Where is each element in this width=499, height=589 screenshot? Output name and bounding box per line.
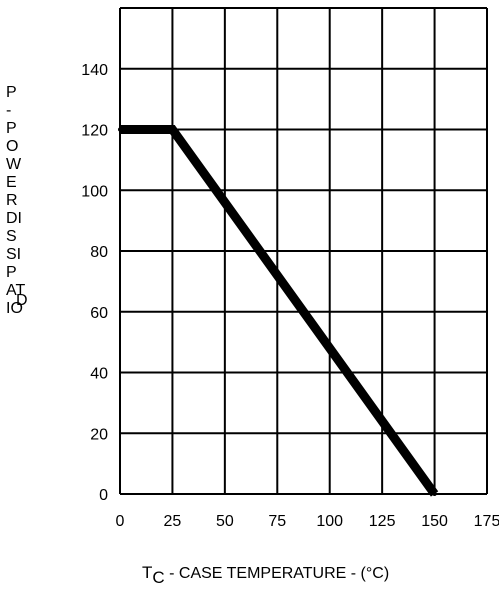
x-tick-label: 175 [474,513,499,530]
x-tick-label: 100 [316,513,343,530]
y-tick-label: 100 [81,183,108,200]
y-axis-label-line: P [6,120,17,137]
y-axis-label-line: DI [6,210,22,227]
x-axis-label: TC - CASE TEMPERATURE - (°C) [142,563,389,588]
y-axis-label-line: O [6,138,19,155]
x-tick-label: 50 [216,513,234,530]
y-axis-label-line: R [6,192,18,209]
derating-curve [118,125,439,497]
y-axis-label-line: - [6,102,12,119]
y-tick-label: 40 [90,366,108,383]
y-axis-label-line: S [6,228,17,245]
y-axis-label-line: E [6,174,17,191]
y-tick-label: 120 [81,123,108,140]
x-axis-label-prefix: T [142,563,153,582]
y-tick-label: 140 [81,62,108,79]
y-tick-labels: 0 20 40 60 80 100 120 140 [81,62,108,504]
x-tick-label: 0 [116,513,125,530]
y-axis-label: P - P O W E R DI S SI P AT IO D [6,84,34,318]
x-tick-label: 125 [369,513,396,530]
y-axis-label-line: D [16,292,28,309]
y-axis-label-line: SI [6,246,22,263]
y-tick-label: 80 [90,244,108,261]
y-tick-label: 60 [90,305,108,322]
x-tick-labels: 0 25 50 75 100 125 150 175 [116,513,499,530]
data-point [170,127,175,132]
y-axis-label-line: P [6,84,17,101]
y-tick-label: 20 [90,426,108,443]
x-tick-label: 150 [421,513,448,530]
data-point [118,127,122,132]
y-axis-label-line: IO [6,300,23,317]
y-axis-label-line: AT [6,282,26,299]
x-tick-label: 75 [268,513,286,530]
y-axis-label-line: W [6,156,22,173]
y-axis-label-line: P [6,264,17,281]
chart-grid [119,7,488,495]
x-axis-label-main: - CASE TEMPERATURE - (°C) [164,565,390,582]
y-tick-label: 0 [99,487,108,504]
x-axis-label-subscript: C [152,568,165,587]
data-point [432,492,437,496]
x-tick-label: 25 [164,513,182,530]
